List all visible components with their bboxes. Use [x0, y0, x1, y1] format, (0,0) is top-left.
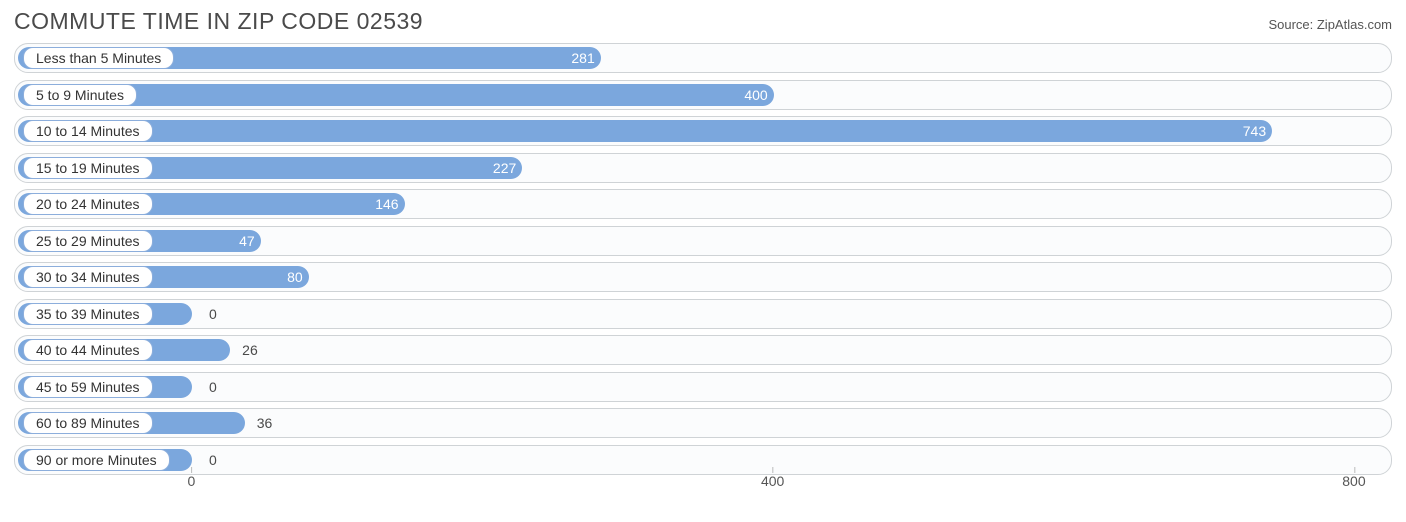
bar-row: 25 to 29 Minutes 47 — [14, 226, 1392, 256]
chart-x-axis: 0 400 800 — [14, 473, 1392, 499]
bar-value-label: 743 — [1243, 123, 1266, 139]
bar-category-label: 35 to 39 Minutes — [23, 303, 153, 325]
bar-value-label: 36 — [257, 415, 273, 431]
bar-value-label: 146 — [375, 196, 398, 212]
bar-row: 5 to 9 Minutes 400 — [14, 80, 1392, 110]
x-axis-tick-mark — [191, 467, 192, 473]
bar-row: 10 to 14 Minutes 743 — [14, 116, 1392, 146]
chart-title: COMMUTE TIME IN ZIP CODE 02539 — [14, 8, 423, 35]
bar-row: 15 to 19 Minutes 227 — [14, 153, 1392, 183]
x-axis-tick: 0 — [187, 473, 195, 489]
bar-category-label: 90 or more Minutes — [23, 449, 170, 471]
chart-plot-area: Less than 5 Minutes 281 5 to 9 Minutes 400 1… — [14, 43, 1392, 473]
bar-value-label: 0 — [209, 379, 217, 395]
bar-row: 30 to 34 Minutes 80 — [14, 262, 1392, 292]
bar-row: Less than 5 Minutes 281 — [14, 43, 1392, 73]
bar-value-label: 80 — [287, 269, 303, 285]
bar-row: 35 to 39 Minutes 0 — [14, 299, 1392, 329]
chart-source: Source: ZipAtlas.com — [1268, 17, 1392, 32]
bar-category-label: 45 to 59 Minutes — [23, 376, 153, 398]
bar-row: 60 to 89 Minutes 36 — [14, 408, 1392, 438]
x-axis-tick-mark — [1354, 467, 1355, 473]
bar-category-label: 25 to 29 Minutes — [23, 230, 153, 252]
bar-category-label: 30 to 34 Minutes — [23, 266, 153, 288]
x-axis-tick-mark — [773, 467, 774, 473]
bar-value-label: 0 — [209, 452, 217, 468]
chart-header: COMMUTE TIME IN ZIP CODE 02539 Source: Z… — [14, 8, 1392, 35]
bar-row: 45 to 59 Minutes 0 — [14, 372, 1392, 402]
bar-category-label: Less than 5 Minutes — [23, 47, 174, 69]
bar-row: 90 or more Minutes 0 — [14, 445, 1392, 475]
bar-category-label: 60 to 89 Minutes — [23, 412, 153, 434]
x-axis-tick: 800 — [1342, 473, 1365, 489]
bar-value-label: 0 — [209, 306, 217, 322]
bar-value-label: 26 — [242, 342, 258, 358]
bar-value-label: 227 — [493, 160, 516, 176]
bar-value-label: 281 — [571, 50, 594, 66]
bar-category-label: 10 to 14 Minutes — [23, 120, 153, 142]
bar-category-label: 40 to 44 Minutes — [23, 339, 153, 361]
bar-row: 20 to 24 Minutes 146 — [14, 189, 1392, 219]
chart-container: COMMUTE TIME IN ZIP CODE 02539 Source: Z… — [0, 0, 1406, 522]
x-axis-tick: 400 — [761, 473, 784, 489]
bar-category-label: 5 to 9 Minutes — [23, 84, 137, 106]
bar-fill — [18, 120, 1272, 142]
bar-value-label: 47 — [239, 233, 255, 249]
bar-category-label: 20 to 24 Minutes — [23, 193, 153, 215]
bar-category-label: 15 to 19 Minutes — [23, 157, 153, 179]
bar-row: 40 to 44 Minutes 26 — [14, 335, 1392, 365]
bar-value-label: 400 — [744, 87, 767, 103]
